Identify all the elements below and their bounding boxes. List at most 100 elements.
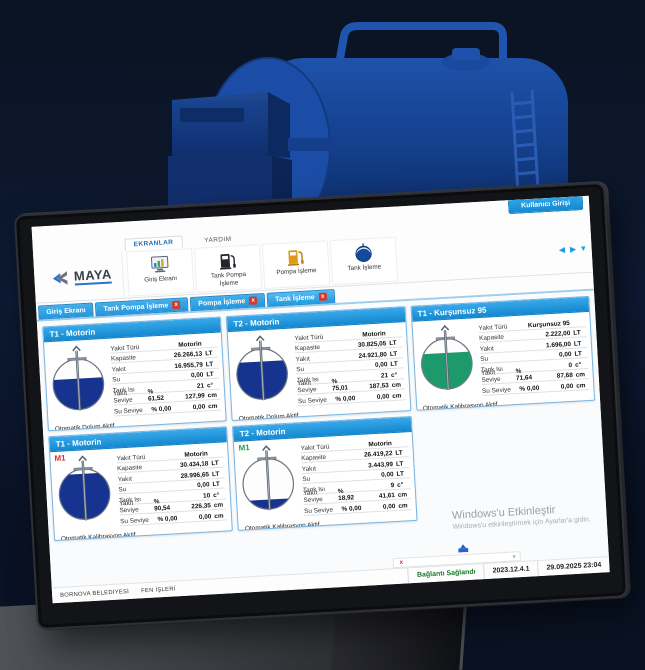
tank-data-table: Yakıt Türü Motorin Kapasite 30.825,05 LT Yakı…	[290, 324, 406, 410]
tank-panel: T1 - Motorin Yakıt Türü Motorin Kapasite 26.…	[42, 316, 228, 432]
row-unit: LT	[205, 360, 214, 368]
ribbon-button-label: Tank İşleme	[347, 263, 382, 273]
tank-panel-title: T1 - Motorin	[55, 436, 102, 449]
row-value: 0,00	[376, 392, 390, 401]
row-value: 1.696,00	[545, 340, 572, 349]
app-version: 2023.12.4.1	[483, 561, 538, 580]
ribbon-button-pump-dark[interactable]: Tank Pompa İşleme	[193, 244, 263, 293]
row-unit: LT	[395, 449, 403, 457]
doc-tab[interactable]: Tank İşleme x	[266, 289, 336, 307]
row-unit: c°	[574, 360, 582, 369]
user-login-button[interactable]: Kullanıcı Girişi	[507, 196, 584, 215]
row-value: 0,00	[192, 402, 206, 411]
doc-tab-label: Tank İşleme	[275, 293, 315, 303]
row-unit: LT	[206, 370, 214, 379]
ribbon-button-group: Giriş Ekranı Tank Pompa İşleme Pompa İşlem…	[122, 236, 399, 298]
row-unit: cm	[576, 381, 586, 390]
row-unit: LT	[396, 470, 405, 478]
row-value: 0,00	[560, 382, 574, 391]
pump-orange-icon	[285, 246, 306, 267]
row-unit: LT	[395, 459, 404, 468]
row-value: 0,00	[558, 350, 572, 359]
ribbon-button-label: Tank Pompa İşleme	[210, 270, 247, 287]
status-department: FEN İŞLERİ	[140, 585, 176, 594]
scroll-left-icon[interactable]: ◀	[558, 245, 566, 255]
connection-status: Bağlantı Sağlandı	[407, 564, 485, 584]
doc-tab[interactable]: Giriş Ekranı	[37, 302, 94, 320]
tank-panel-title: T2 - Motorin	[239, 426, 286, 439]
tray-icon[interactable]	[458, 544, 469, 553]
row-label: Kapasite	[117, 464, 143, 473]
row-unit: LT	[205, 349, 213, 358]
monitor-icon	[149, 253, 170, 274]
row-value: 2.222,00	[545, 329, 571, 339]
row-value: Motorin	[362, 329, 386, 339]
row-label: Su	[118, 486, 127, 494]
row-value: 0	[568, 361, 573, 369]
scroll-right-icon[interactable]: ▶	[569, 244, 577, 254]
row-label: Su Seviye	[481, 385, 512, 395]
row-unit: cm	[398, 501, 408, 510]
row-value: Motorin	[178, 340, 202, 349]
row-unit: c°	[206, 381, 214, 389]
row-unit: LT	[212, 480, 221, 489]
row-percent: % 75,01	[331, 378, 349, 393]
row-label: Su Seviye	[303, 506, 334, 515]
tank-graphic	[236, 335, 289, 401]
row-unit: LT	[573, 339, 582, 348]
tab-close-icon[interactable]: x	[318, 292, 327, 301]
row-label: Su Seviye	[119, 516, 150, 525]
ribbon-right-controls: ◀ ▶ ▾	[558, 225, 593, 274]
tank-graphic	[52, 345, 105, 411]
row-unit: cm	[207, 391, 218, 400]
tab-close-icon[interactable]: x	[249, 296, 258, 305]
ribbon-button-monitor[interactable]: Giriş Ekranı	[126, 247, 195, 297]
tab-close-icon[interactable]: x	[172, 300, 181, 310]
tank-graphic	[58, 455, 111, 521]
brand-name: MAYA	[73, 266, 113, 286]
row-value: 0,00	[190, 371, 204, 380]
row-percent: % 0,00	[335, 394, 356, 403]
row-percent: % 90,54	[153, 498, 171, 513]
ribbon-button-tank[interactable]: Tank İşleme	[329, 236, 399, 286]
doc-tab-label: Tank Pompa İşleme	[103, 301, 169, 313]
row-percent: % 71,64	[515, 367, 533, 383]
ribbon-collapse-icon[interactable]: ▾	[580, 242, 586, 254]
row-label: Yakıt Seviye	[302, 489, 323, 505]
row-unit: LT	[211, 459, 219, 468]
tank-data-table: Yakıt Türü Motorin Kapasite 26.266,13 LT Yakı…	[106, 335, 222, 421]
doc-tab[interactable]: Pompa İşleme x	[189, 292, 266, 312]
row-label: Yakıt	[111, 365, 126, 374]
row-label: Su	[296, 365, 305, 374]
mini-close-icon[interactable]: x	[399, 559, 404, 566]
app-window: Kullanıcı Girişi EKRANLAR YARDIM MAYA Gir…	[31, 195, 610, 604]
row-unit: c°	[396, 481, 404, 489]
row-unit: cm	[575, 371, 586, 379]
row-label: Su	[112, 376, 121, 384]
ribbon-button-label: Giriş Ekranı	[144, 274, 178, 284]
row-label: Yakıt	[479, 344, 494, 353]
row-label: Yakıt Seviye	[480, 369, 501, 384]
tank-panel: T2 - Motorin M1 Yakıt Türü Motorin Kapasite 2…	[232, 415, 418, 531]
ribbon: EKRANLAR YARDIM MAYA Giriş Ekranı Tank Pom…	[32, 211, 593, 304]
mini-caret-icon[interactable]: ▾	[512, 553, 516, 561]
ribbon-button-label: Pompa İşleme	[276, 267, 317, 277]
row-value: 0,00	[198, 512, 212, 521]
row-unit: c°	[212, 491, 220, 499]
maya-logo-icon	[52, 270, 68, 285]
tank-panel-title: T1 - Motorin	[49, 326, 96, 339]
row-label: Su	[302, 475, 311, 484]
row-unit: LT	[573, 329, 581, 337]
row-percent: % 0,00	[157, 514, 178, 523]
pump-dark-icon	[217, 249, 238, 270]
row-value: 21	[196, 382, 205, 390]
row-unit: cm	[207, 402, 218, 410]
row-unit: LT	[574, 350, 583, 358]
ribbon-button-pump-orange[interactable]: Pompa İşleme	[261, 240, 331, 289]
row-unit: LT	[389, 339, 397, 348]
dashboard-content: T1 - Motorin Yakıt Türü Motorin Kapasite 26.…	[36, 290, 609, 588]
row-label: Yakıt	[295, 355, 310, 363]
row-value: Motorin	[184, 449, 208, 459]
tank-data-table: Yakıt Türü Motorin Kapasite 30.434,18 LT Yakı…	[112, 445, 228, 531]
